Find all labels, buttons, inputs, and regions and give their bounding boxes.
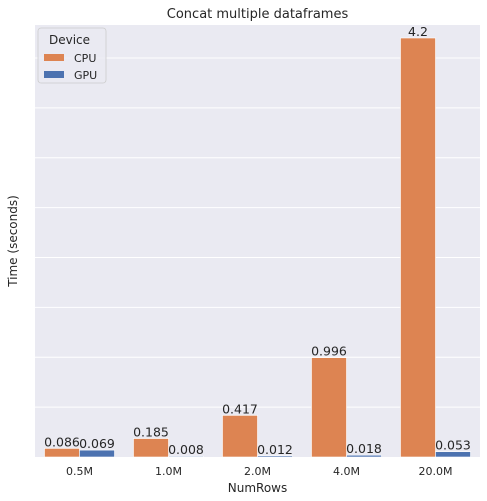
bar-cpu-2.0M [222,415,258,458]
bars [44,37,471,458]
data-label-gpu-2.0M: 0.012 [257,442,293,457]
chart-title: Concat multiple dataframes [167,7,349,22]
x-tick-label: 0.5M [66,465,93,478]
bar-gpu-1.0M [168,455,204,458]
bar-cpu-0.5M [44,448,80,458]
bar-cpu-20.0M [400,37,436,458]
data-label-cpu-4.0M: 0.996 [311,344,347,359]
bar-gpu-2.0M [257,455,293,458]
legend-box [37,27,107,84]
x-tick-label: 4.0M [333,465,360,478]
legend: Device CPU GPU [37,27,107,84]
data-label-gpu-4.0M: 0.018 [346,441,382,456]
legend-swatch-gpu [44,71,64,78]
y-axis-label: Time (seconds) [6,195,20,288]
data-label-cpu-2.0M: 0.417 [222,401,258,416]
x-tick-label: 2.0M [244,465,271,478]
legend-swatch-cpu [44,54,64,61]
x-axis-label: NumRows [228,481,287,495]
bar-cpu-1.0M [133,438,169,458]
bar-gpu-20.0M [435,451,471,458]
legend-label-cpu: CPU [74,52,96,65]
x-tick-label: 1.0M [155,465,182,478]
data-label-gpu-0.5M: 0.069 [79,436,115,451]
bar-gpu-0.5M [79,449,115,458]
data-label-gpu-1.0M: 0.008 [168,442,204,457]
data-labels: 0.086 0.069 0.185 0.008 0.417 0.012 0.996 0.018… [44,24,471,457]
legend-title: Device [49,33,90,47]
x-tick-labels: 0.5M 1.0M 2.0M 4.0M 20.0M [66,465,452,478]
x-tick-label: 20.0M [419,465,453,478]
data-label-cpu-0.5M: 0.086 [44,434,80,449]
bar-gpu-4.0M [346,454,382,458]
data-label-cpu-1.0M: 0.185 [133,425,169,440]
data-label-cpu-20.0M: 4.2 [408,24,428,39]
legend-label-gpu: GPU [74,69,97,82]
data-label-gpu-20.0M: 0.053 [435,438,471,453]
bar-cpu-4.0M [311,357,347,458]
